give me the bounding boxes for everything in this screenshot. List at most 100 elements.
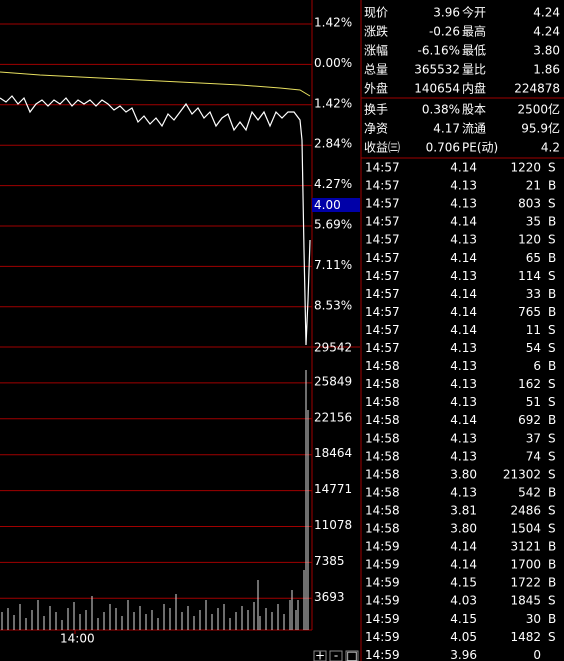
quote-label: 最低 bbox=[462, 44, 486, 58]
trade-volume: 1700 bbox=[510, 558, 541, 572]
trade-side: S bbox=[548, 503, 556, 517]
button[interactable] bbox=[345, 650, 359, 661]
trade-volume: 0 bbox=[533, 648, 541, 661]
trade-time: 14:57 bbox=[365, 179, 400, 193]
quote-value: 4.17 bbox=[433, 122, 460, 136]
current-price-box bbox=[312, 198, 360, 212]
trade-price: 4.14 bbox=[450, 251, 477, 265]
quote-label: 收益㈢ bbox=[364, 141, 400, 155]
average-line bbox=[0, 71, 311, 97]
trade-side: B bbox=[548, 558, 556, 572]
trade-side: S bbox=[548, 467, 556, 481]
trade-volume: 6 bbox=[533, 359, 541, 373]
trade-side: S bbox=[548, 594, 556, 608]
trade-time: 14:58 bbox=[365, 485, 400, 499]
trade-volume: 542 bbox=[518, 485, 541, 499]
trade-side: B bbox=[548, 485, 556, 499]
trade-price: 4.14 bbox=[450, 413, 477, 427]
trade-side: B bbox=[548, 576, 556, 590]
trade-time: 14:58 bbox=[365, 467, 400, 481]
trade-volume: 37 bbox=[526, 431, 541, 445]
quote-value: 95.9亿 bbox=[521, 121, 560, 136]
quote-label: 净资 bbox=[364, 122, 388, 136]
time-label: 14:00 bbox=[60, 632, 95, 646]
quote-value: 140654 bbox=[414, 82, 460, 96]
volume-label: 18464 bbox=[314, 446, 352, 460]
quote-label: 涨幅 bbox=[364, 43, 388, 58]
trade-price: 4.13 bbox=[450, 485, 477, 499]
trade-volume: 1845 bbox=[510, 594, 541, 608]
quote-label: 外盘 bbox=[364, 81, 388, 96]
trade-price: 4.13 bbox=[450, 179, 477, 193]
trade-side: B bbox=[548, 612, 556, 626]
trade-side: S bbox=[548, 630, 556, 644]
trade-side: B bbox=[548, 359, 556, 373]
quote-label: 量比 bbox=[462, 63, 486, 77]
trade-side: S bbox=[548, 233, 556, 247]
zoom-buttons[interactable] bbox=[313, 650, 359, 661]
quote-value: 0.706 bbox=[426, 141, 460, 155]
trade-time: 14:59 bbox=[365, 540, 400, 554]
trade-price: 4.13 bbox=[450, 197, 477, 211]
trade-price: 3.96 bbox=[450, 648, 477, 661]
trade-price: 4.15 bbox=[450, 612, 477, 626]
trade-time: 14:57 bbox=[365, 323, 400, 337]
trade-price: 4.14 bbox=[450, 287, 477, 301]
quote-label: PE(动) bbox=[462, 141, 498, 155]
quote-value: -0.26 bbox=[429, 25, 460, 39]
trade-volume: 33 bbox=[526, 287, 541, 301]
trade-volume: 21 bbox=[526, 179, 541, 193]
trade-side: S bbox=[548, 522, 556, 536]
trade-volume: 114 bbox=[518, 269, 541, 283]
trade-price: 3.80 bbox=[450, 467, 477, 481]
price-line bbox=[0, 95, 311, 346]
button[interactable] bbox=[329, 650, 343, 661]
quote-value: 2500亿 bbox=[517, 102, 560, 117]
volume-label: 11078 bbox=[314, 518, 352, 532]
trade-price: 4.13 bbox=[450, 377, 477, 391]
trade-price: 4.14 bbox=[450, 540, 477, 554]
trade-side: S bbox=[548, 377, 556, 391]
trade-time: 14:59 bbox=[365, 594, 400, 608]
trade-time: 14:57 bbox=[365, 197, 400, 211]
volume-label: 14771 bbox=[314, 482, 352, 496]
trade-time: 14:57 bbox=[365, 233, 400, 247]
trade-time: 14:59 bbox=[365, 648, 400, 661]
quote-value: 365532 bbox=[414, 63, 460, 77]
trade-time: 14:58 bbox=[365, 522, 400, 536]
trade-time: 14:59 bbox=[365, 630, 400, 644]
trade-volume: 30 bbox=[526, 612, 541, 626]
price-label: 2.84% bbox=[314, 137, 352, 151]
trade-side: S bbox=[548, 449, 556, 463]
volume-label: 25849 bbox=[314, 374, 352, 388]
trade-volume: 1722 bbox=[510, 576, 541, 590]
trade-volume: 803 bbox=[518, 197, 541, 211]
trade-volume: 11 bbox=[526, 323, 541, 337]
trade-side: S bbox=[548, 197, 556, 211]
trade-price: 4.03 bbox=[450, 594, 477, 608]
trade-side: B bbox=[548, 413, 556, 427]
trade-price: 4.13 bbox=[450, 431, 477, 445]
price-label: 4.27% bbox=[314, 177, 352, 191]
trade-time: 14:58 bbox=[365, 449, 400, 463]
trade-price: 4.14 bbox=[450, 161, 477, 175]
quote-label: 流通 bbox=[462, 122, 486, 136]
button-label: + bbox=[315, 649, 325, 661]
trade-side: B bbox=[548, 305, 556, 319]
quote-value: 3.80 bbox=[533, 44, 560, 58]
trade-volume: 692 bbox=[518, 413, 541, 427]
trade-time: 14:57 bbox=[365, 341, 400, 355]
button-label: - bbox=[334, 649, 338, 661]
trade-side: S bbox=[548, 431, 556, 445]
trade-side: S bbox=[548, 395, 556, 409]
trade-price: 3.80 bbox=[450, 522, 477, 536]
current-price-label: 4.00 bbox=[314, 198, 341, 212]
trade-volume: 2486 bbox=[510, 503, 541, 517]
trade-price: 4.14 bbox=[450, 558, 477, 572]
volume-label: 29542 bbox=[314, 341, 352, 355]
button[interactable] bbox=[313, 650, 327, 661]
trade-side: B bbox=[548, 179, 556, 193]
quote-value: 1.86 bbox=[533, 63, 560, 77]
